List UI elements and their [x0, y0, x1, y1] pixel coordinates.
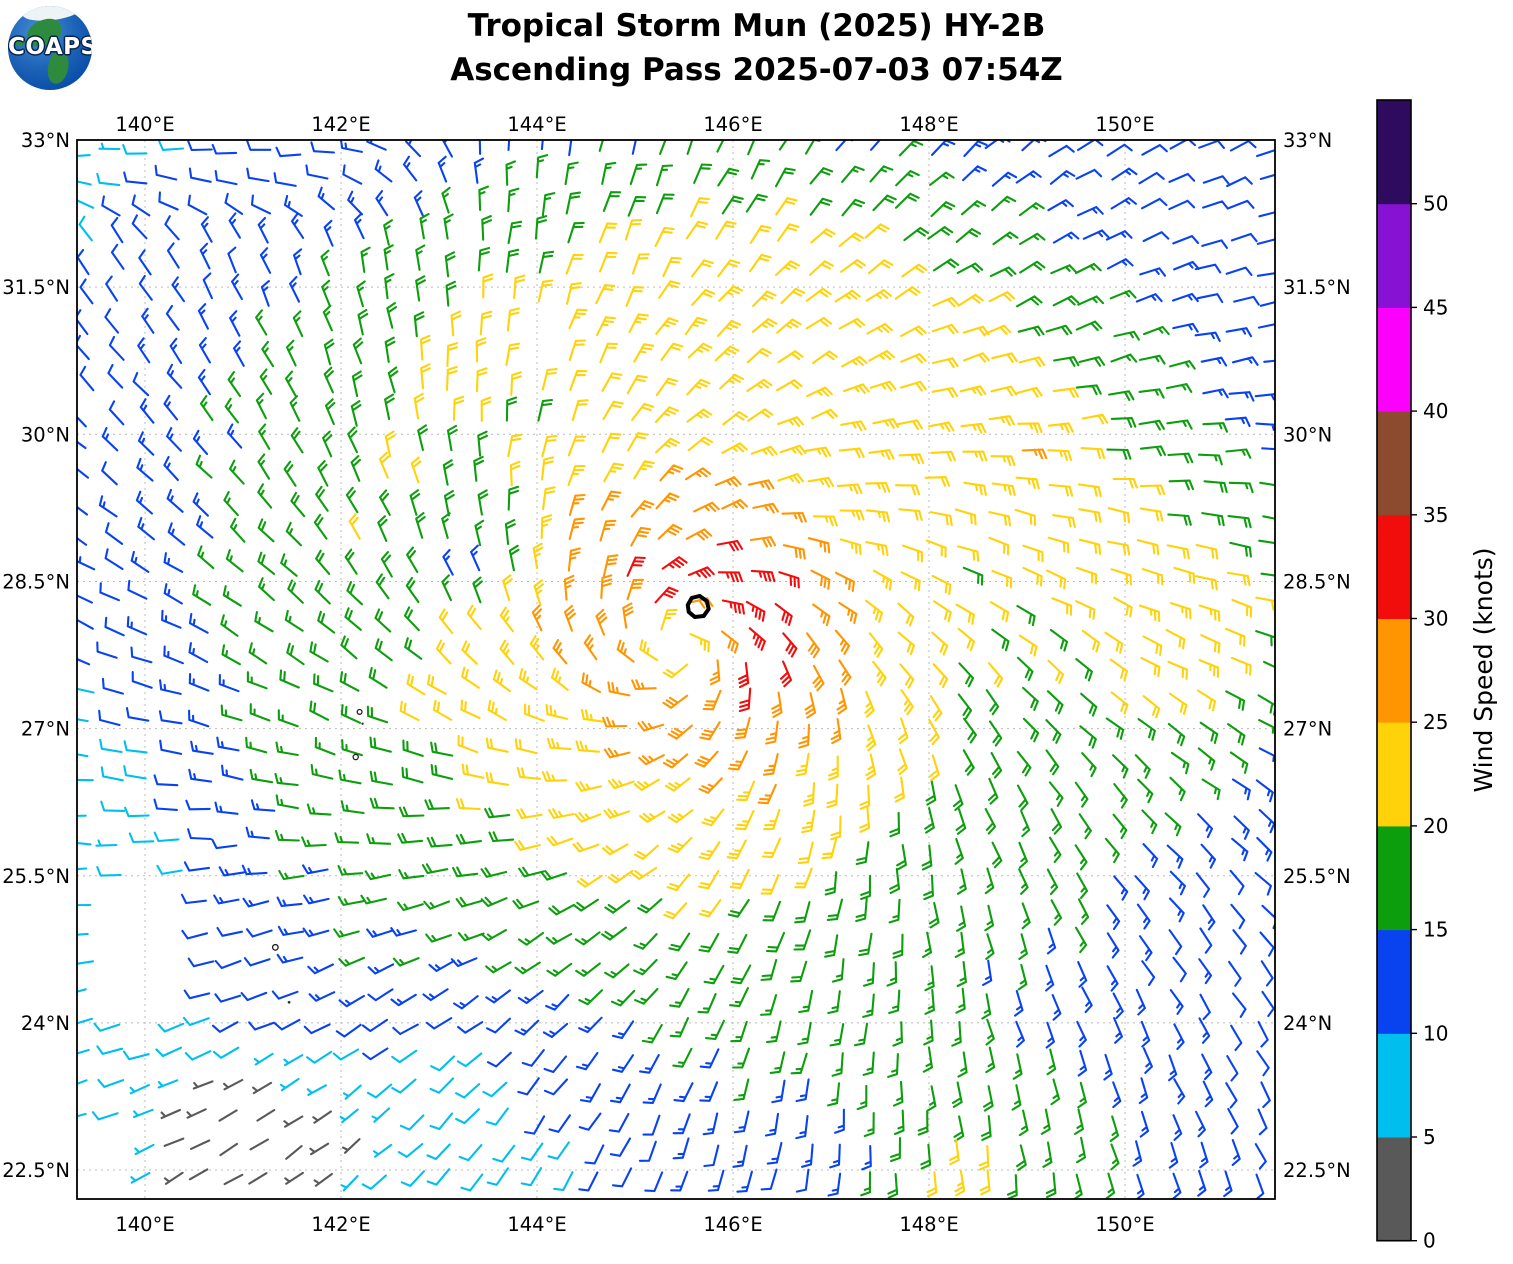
wind-barb-field	[77, 140, 1275, 1199]
svg-text:30°N: 30°N	[21, 423, 70, 446]
svg-text:10: 10	[1423, 1021, 1448, 1045]
svg-text:24°N: 24°N	[21, 1012, 70, 1035]
svg-text:28.5°N: 28.5°N	[1283, 570, 1351, 593]
grid-lines	[77, 139, 1275, 1199]
svg-text:27°N: 27°N	[21, 718, 70, 741]
svg-text:148°E: 148°E	[899, 1213, 958, 1236]
svg-text:150°E: 150°E	[1095, 113, 1154, 136]
svg-text:30: 30	[1423, 607, 1448, 631]
svg-text:144°E: 144°E	[507, 113, 566, 136]
svg-text:33°N: 33°N	[21, 129, 70, 152]
svg-text:25.5°N: 25.5°N	[1283, 865, 1351, 888]
title-line-1: Tropical Storm Mun (2025) HY-2B	[467, 8, 1046, 44]
svg-text:140°E: 140°E	[115, 1213, 174, 1236]
svg-text:142°E: 142°E	[311, 113, 370, 136]
logo-text: COAPS	[8, 34, 92, 60]
plot-title: Tropical Storm Mun (2025) HY-2B Ascendin…	[0, 4, 1513, 92]
title-line-2: Ascending Pass 2025-07-03 07:54Z	[450, 52, 1063, 88]
svg-text:50: 50	[1423, 192, 1448, 216]
svg-text:24°N: 24°N	[1283, 1012, 1332, 1035]
svg-text:5: 5	[1423, 1125, 1436, 1149]
svg-text:31.5°N: 31.5°N	[2, 276, 70, 299]
svg-text:28.5°N: 28.5°N	[2, 570, 70, 593]
svg-text:33°N: 33°N	[1283, 129, 1332, 152]
colorbar: 0 5 10 15 20 25 30 35 40 45 50	[1376, 99, 1448, 1253]
svg-text:15: 15	[1423, 918, 1448, 942]
svg-text:144°E: 144°E	[507, 1213, 566, 1236]
svg-text:45: 45	[1423, 295, 1448, 319]
logo-land-small	[14, 36, 26, 46]
svg-text:146°E: 146°E	[703, 1213, 762, 1236]
svg-text:35: 35	[1423, 503, 1448, 527]
island-outlines	[271, 593, 711, 1004]
plot-border	[76, 139, 1276, 1200]
svg-text:31.5°N: 31.5°N	[1283, 276, 1351, 299]
svg-text:27°N: 27°N	[1283, 718, 1332, 741]
svg-text:30°N: 30°N	[1283, 423, 1332, 446]
svg-text:140°E: 140°E	[115, 113, 174, 136]
svg-text:150°E: 150°E	[1095, 1213, 1154, 1236]
colorbar-axis-label: Wind Speed (knots)	[1469, 547, 1498, 792]
svg-text:25.5°N: 25.5°N	[2, 865, 70, 888]
coaps-logo: COAPS	[8, 6, 92, 90]
svg-text:146°E: 146°E	[703, 113, 762, 136]
svg-text:0: 0	[1423, 1229, 1436, 1253]
svg-text:22.5°N: 22.5°N	[2, 1159, 70, 1182]
svg-text:148°E: 148°E	[899, 113, 958, 136]
axis-tick-labels: 140°E 140°E 142°E 142°E 144°E 144°E 146°E 146°E…	[2, 113, 1351, 1236]
svg-text:25: 25	[1423, 710, 1448, 734]
svg-text:20: 20	[1423, 814, 1448, 838]
svg-text:22.5°N: 22.5°N	[1283, 1159, 1351, 1182]
svg-text:40: 40	[1423, 399, 1448, 423]
svg-text:142°E: 142°E	[311, 1213, 370, 1236]
